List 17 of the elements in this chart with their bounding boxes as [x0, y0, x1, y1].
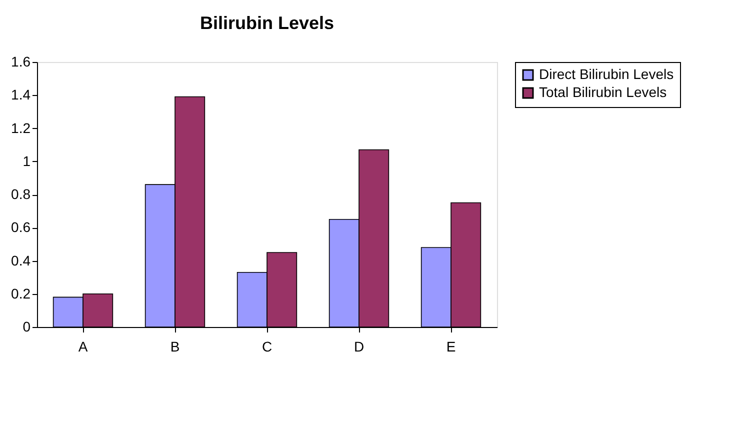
y-tick-label: 1 [22, 152, 31, 169]
y-tick-label: 1.4 [11, 86, 31, 103]
legend-label: Direct Bilirubin Levels [539, 66, 674, 82]
legend-label: Total Bilirubin Levels [539, 84, 667, 100]
x-tick-label: A [78, 338, 88, 354]
y-tick-label: 0.6 [11, 219, 31, 236]
y-tick-label: 1.6 [11, 54, 31, 70]
y-tick-label: 0.2 [11, 285, 31, 302]
y-tick-label: 0 [22, 318, 31, 334]
chart-title: Bilirubin Levels [200, 13, 334, 33]
x-tick-label: E [446, 338, 456, 354]
x-tick-label: D [354, 338, 364, 354]
x-tick-label: C [262, 338, 272, 354]
x-tick-label: B [170, 338, 180, 354]
y-tick-label: 0.4 [11, 252, 31, 268]
y-tick-label: 0.8 [11, 186, 31, 202]
y-tick-label: 1.2 [11, 120, 31, 136]
